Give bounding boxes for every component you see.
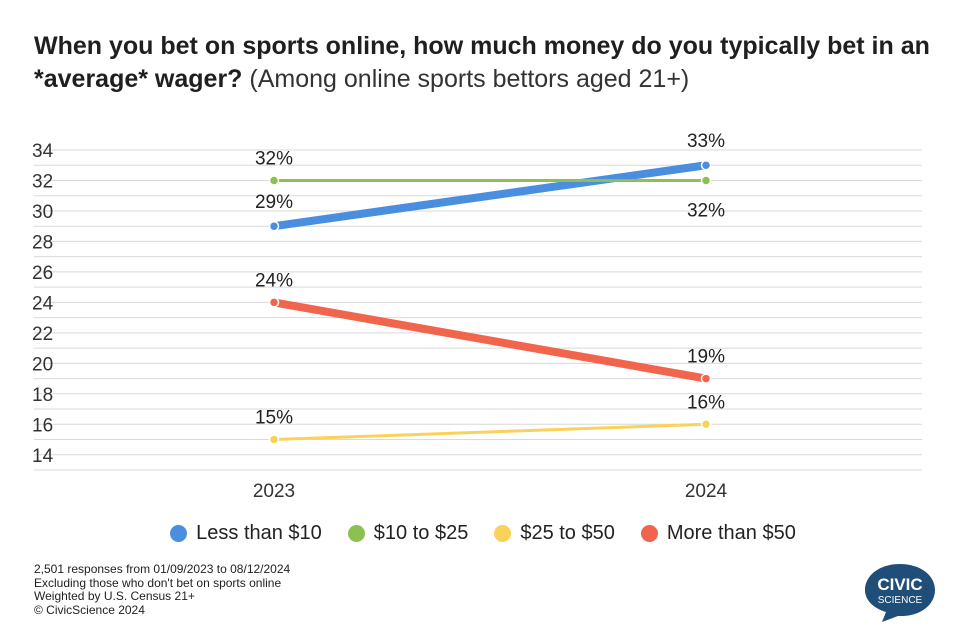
data-label: 29% <box>255 192 293 213</box>
line-chart: 14 16 18 20 22 24 26 28 30 32 34 2023 2024 29% 33% 32… <box>32 131 922 502</box>
data-point <box>700 373 712 384</box>
data-label: 32% <box>255 148 293 169</box>
footnote-responses: 2,501 responses from 01/09/2023 to 08/12… <box>34 562 291 576</box>
footnote-exclusion: Excluding those who don't bet on sports … <box>34 575 282 590</box>
chart-title: When you bet on sports online, how much … <box>34 30 934 96</box>
x-tick-label: 2023 <box>253 481 295 502</box>
subtitle-text: (Among online sports bettors aged 21+) <box>249 65 690 93</box>
y-tick-label: 14 <box>32 446 54 467</box>
y-tick-label: 26 <box>32 263 53 284</box>
y-tick-label: 18 <box>32 385 53 406</box>
y-tick-label: 28 <box>32 232 53 253</box>
data-label: 24% <box>255 270 293 291</box>
logo-speech-bubble <box>865 564 935 622</box>
legend-marker <box>640 525 658 542</box>
grid-lines <box>34 149 922 471</box>
legend-marker <box>494 525 512 542</box>
legend-item-more-than-50: More than $50 <box>640 522 796 545</box>
data-label: 33% <box>687 131 725 152</box>
series-line <box>270 298 710 383</box>
legend-item-10-to-25: $10 to $25 <box>347 522 469 545</box>
footnotes: 2,501 responses from 01/09/2023 to 08/12… <box>34 562 291 617</box>
data-point <box>268 297 280 308</box>
data-point <box>700 175 712 186</box>
data-point <box>268 175 280 186</box>
logo-text-science: SCIENCE <box>878 595 923 606</box>
logo-text-civic: CIVIC <box>877 575 922 594</box>
data-label: 15% <box>255 408 293 429</box>
legend-label: Less than $10 <box>196 522 322 544</box>
x-tick-label: 2024 <box>685 481 728 502</box>
y-tick-label: 22 <box>32 324 53 345</box>
legend-item-25-to-50: $25 to $50 <box>494 522 615 545</box>
x-axis-ticks: 2023 2024 <box>253 481 728 502</box>
data-point <box>268 434 280 445</box>
data-label: 16% <box>687 392 725 413</box>
legend-label: $25 to $50 <box>520 522 615 544</box>
civicscience-logo: CIVIC SCIENCE <box>865 564 935 622</box>
legend-marker <box>347 525 365 542</box>
y-tick-label: 16 <box>32 415 53 436</box>
data-point <box>268 220 280 232</box>
legend-marker <box>170 525 188 542</box>
data-point <box>700 419 712 430</box>
legend-label: $10 to $25 <box>373 522 469 544</box>
title-text: When you bet on sports online, how much … <box>34 32 930 93</box>
series-line <box>272 422 708 442</box>
series-line <box>270 161 710 231</box>
legend-item-less-than-10: Less than $10 <box>170 522 322 545</box>
data-labels: 29% 33% 32% 32% 15% 16% 24% 19% <box>255 131 725 428</box>
data-point <box>700 159 712 171</box>
footnote-copyright: © CivicScience 2024 <box>34 602 145 617</box>
y-tick-label: 34 <box>32 141 54 162</box>
y-tick-label: 32 <box>32 171 53 192</box>
y-tick-label: 24 <box>32 293 54 314</box>
data-label: 32% <box>687 200 725 221</box>
y-tick-label: 20 <box>32 354 53 375</box>
legend-label: More than $50 <box>666 522 796 544</box>
series-lines <box>268 159 712 445</box>
data-label: 19% <box>687 347 725 368</box>
y-axis-ticks: 14 16 18 20 22 24 26 28 30 32 34 <box>32 141 54 467</box>
legend: Less than $10 $10 to $25 $25 to $50 More… <box>0 522 966 545</box>
y-tick-label: 30 <box>32 202 53 223</box>
footnote-weighting: Weighted by U.S. Census 21+ <box>34 589 195 603</box>
